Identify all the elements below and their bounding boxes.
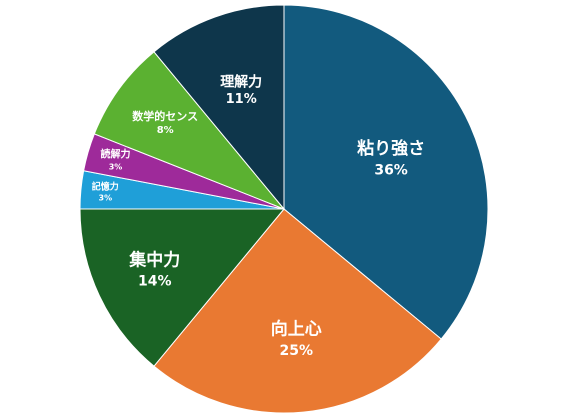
pie-slice-5: [93, 51, 285, 210]
slice-label-0: 粘り強さ: [357, 138, 425, 159]
pie-slice-2: [79, 208, 286, 367]
slice-label-2: 集中力: [128, 249, 180, 270]
slice-label-5: 数学的センス: [132, 109, 198, 123]
slice-value-5: 8%: [157, 125, 174, 136]
slice-label-4: 読解力: [101, 147, 131, 160]
pie-slice-1: [153, 208, 442, 414]
slice-label-1: 向上心: [271, 319, 322, 340]
slice-value-4: 3%: [109, 162, 123, 171]
pie-slice-0: [283, 4, 489, 340]
pie-slices: [79, 4, 489, 414]
slice-value-0: 36%: [374, 163, 408, 179]
slice-label-3: 記憶力: [92, 181, 119, 193]
pie-slice-6: [153, 4, 285, 211]
pie-labels: 粘り強さ36%向上心25%集中力14%記憶力3%読解力3%数学的センス8%理解力…: [92, 73, 425, 359]
slice-value-3: 3%: [99, 194, 113, 203]
slice-value-2: 14%: [138, 274, 172, 290]
slice-value-6: 11%: [226, 92, 257, 107]
slice-label-6: 理解力: [220, 73, 262, 90]
slice-value-1: 25%: [280, 343, 314, 359]
